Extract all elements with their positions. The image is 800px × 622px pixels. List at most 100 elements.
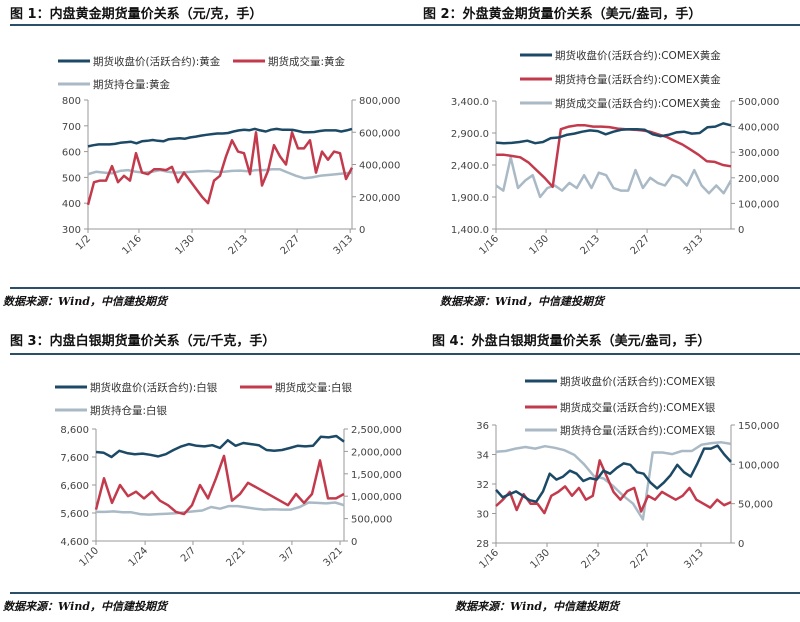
figure-1-title: 图 1：内盘黄金期货量价关系（元/克，手） (10, 7, 263, 22)
right-tick-label: 200,000 (359, 193, 400, 204)
x-tick-label: 1/30 (173, 233, 197, 257)
right-tick-label: 800,000 (359, 96, 400, 107)
series-line-red (496, 124, 732, 189)
right-tick-label: 2,500,000 (351, 425, 402, 436)
legend-label: 期货收盘价(活跃合约):白银 (90, 381, 218, 394)
figure-2-top-rule (400, 24, 800, 26)
legend-label: 期货持仓量:黄金 (93, 78, 171, 91)
x-tick-label: 1/24 (127, 545, 151, 569)
legend-label: 期货持仓量(活跃合约):COMEX黄金 (555, 73, 721, 86)
figure-2-title: 图 2：外盘黄金期货量价关系（美元/盎司，手） (423, 7, 702, 22)
x-tick-label: 2/13 (579, 233, 603, 257)
left-tick-label: 2,900.0 (451, 129, 489, 140)
left-tick-label: 8,600 (60, 425, 89, 436)
right-tick-label: 500,000 (351, 515, 392, 526)
left-tick-label: 3,400.0 (451, 97, 489, 108)
x-tick-label: 3/7 (278, 545, 297, 564)
legend-label: 期货收盘价(活跃合约):COMEX黄金 (555, 49, 721, 62)
left-tick-label: 600 (62, 148, 81, 159)
x-tick-label: 1/16 (477, 233, 501, 257)
figure-2-bottom-rule (400, 287, 800, 289)
left-tick-label: 36 (476, 421, 489, 432)
legend-label: 期货成交量(活跃合约):COMEX黄金 (555, 97, 721, 110)
x-tick-label: 3/13 (332, 233, 356, 257)
left-tick-label: 32 (476, 480, 489, 491)
series-line-price (87, 127, 353, 148)
figure-3-top-rule (10, 353, 400, 355)
figure-4-bottom-rule (400, 592, 800, 594)
left-tick-label: 1,400.0 (451, 225, 489, 236)
x-tick-label: 1/16 (120, 233, 144, 257)
legend-label: 期货成交量:黄金 (268, 55, 346, 68)
x-tick-label: 2/7 (179, 545, 198, 564)
left-tick-label: 34 (476, 451, 489, 462)
right-tick-label: 300,000 (738, 148, 779, 159)
right-tick-label: 400,000 (738, 123, 779, 134)
x-tick-label: 2/21 (225, 545, 249, 569)
figure-3-bottom-rule (10, 592, 400, 594)
figure-2-source: 数据来源：Wind，中信建投期货 (440, 295, 605, 308)
legend-label: 期货持仓量(活跃合约):COMEX银 (560, 424, 716, 437)
left-tick-label: 30 (476, 510, 489, 521)
left-tick-label: 28 (476, 539, 489, 550)
series-line-price (495, 122, 732, 145)
right-tick-label: 50,000 (738, 500, 773, 511)
x-tick-label: 1/16 (477, 547, 501, 571)
figure-3-title: 图 3：内盘白银期货量价关系（元/千克，手） (10, 334, 276, 349)
left-tick-label: 1,900.0 (451, 193, 489, 204)
figure-1-bottom-rule (10, 287, 400, 289)
figure-1-top-rule (10, 24, 400, 26)
left-tick-label: 6,600 (60, 481, 89, 492)
figure-1-chart: 300 400 500 600 700 800 0 200,000 400,000 600,000… (58, 55, 400, 257)
right-tick-label: 0 (738, 225, 744, 236)
figure-3-source: 数据来源：Wind，中信建投期货 (3, 600, 168, 613)
figure-1-source: 数据来源：Wind，中信建投期货 (3, 295, 168, 308)
left-tick-label: 700 (62, 122, 81, 133)
legend-label: 期货持仓量:白银 (90, 404, 168, 417)
x-tick-label: 2/13 (579, 547, 603, 571)
figure-4-top-rule (400, 353, 800, 355)
series-line-red (495, 459, 732, 515)
left-tick-label: 5,600 (60, 509, 89, 520)
legend-label: 期货成交量:白银 (275, 381, 353, 394)
x-tick-label: 3/21 (321, 545, 345, 569)
x-tick-label: 1/2 (74, 233, 93, 252)
right-tick-label: 100,000 (738, 199, 779, 210)
right-tick-label: 500,000 (738, 97, 779, 108)
x-tick-label: 1/30 (528, 233, 552, 257)
right-tick-label: 0 (738, 539, 744, 550)
legend-label: 期货成交量(活跃合约):COMEX银 (560, 401, 716, 414)
legend-label: 期货收盘价(活跃合约):黄金 (93, 55, 221, 68)
figure-4-chart: 28 30 32 34 36 0 50,000 100,000 150,000 1/16 1/30 2… (476, 375, 779, 571)
right-tick-label: 100,000 (738, 460, 779, 471)
series-line-gray (495, 441, 732, 521)
right-tick-label: 0 (359, 225, 365, 236)
series-line-price (495, 444, 732, 503)
x-tick-label: 3/13 (682, 233, 706, 257)
x-tick-label: 2/27 (279, 233, 303, 257)
x-tick-label: 1/30 (528, 547, 552, 571)
series-line-gray (96, 501, 345, 516)
left-tick-label: 500 (62, 173, 81, 184)
figure-3-chart: 4,600 5,600 6,600 7,600 8,600 0 500,000 1,000,0… (55, 381, 402, 569)
x-tick-label: 3/13 (682, 547, 706, 571)
left-tick-label: 4,600 (60, 537, 89, 548)
right-tick-label: 2,000,000 (351, 447, 402, 458)
right-tick-label: 600,000 (359, 128, 400, 139)
left-tick-label: 400 (62, 199, 81, 210)
x-tick-label: 2/27 (629, 547, 653, 571)
right-tick-label: 400,000 (359, 161, 400, 172)
figure-4-source: 数据来源：Wind，中信建投期货 (455, 600, 620, 613)
left-tick-label: 2,400.0 (451, 161, 489, 172)
right-tick-label: 1,000,000 (351, 492, 402, 503)
right-tick-label: 200,000 (738, 174, 779, 185)
figure-2-chart: 1,400.0 1,900.0 2,400.0 2,900.0 3,400.0 0 100,… (451, 49, 780, 257)
series-line-gray (495, 156, 733, 199)
series-line-red (94, 454, 345, 516)
x-tick-label: 2/13 (227, 233, 251, 257)
x-tick-label: 1/10 (77, 545, 101, 569)
right-tick-label: 1,500,000 (351, 470, 402, 481)
right-tick-label: 150,000 (738, 421, 779, 432)
x-tick-label: 2/27 (629, 233, 653, 257)
